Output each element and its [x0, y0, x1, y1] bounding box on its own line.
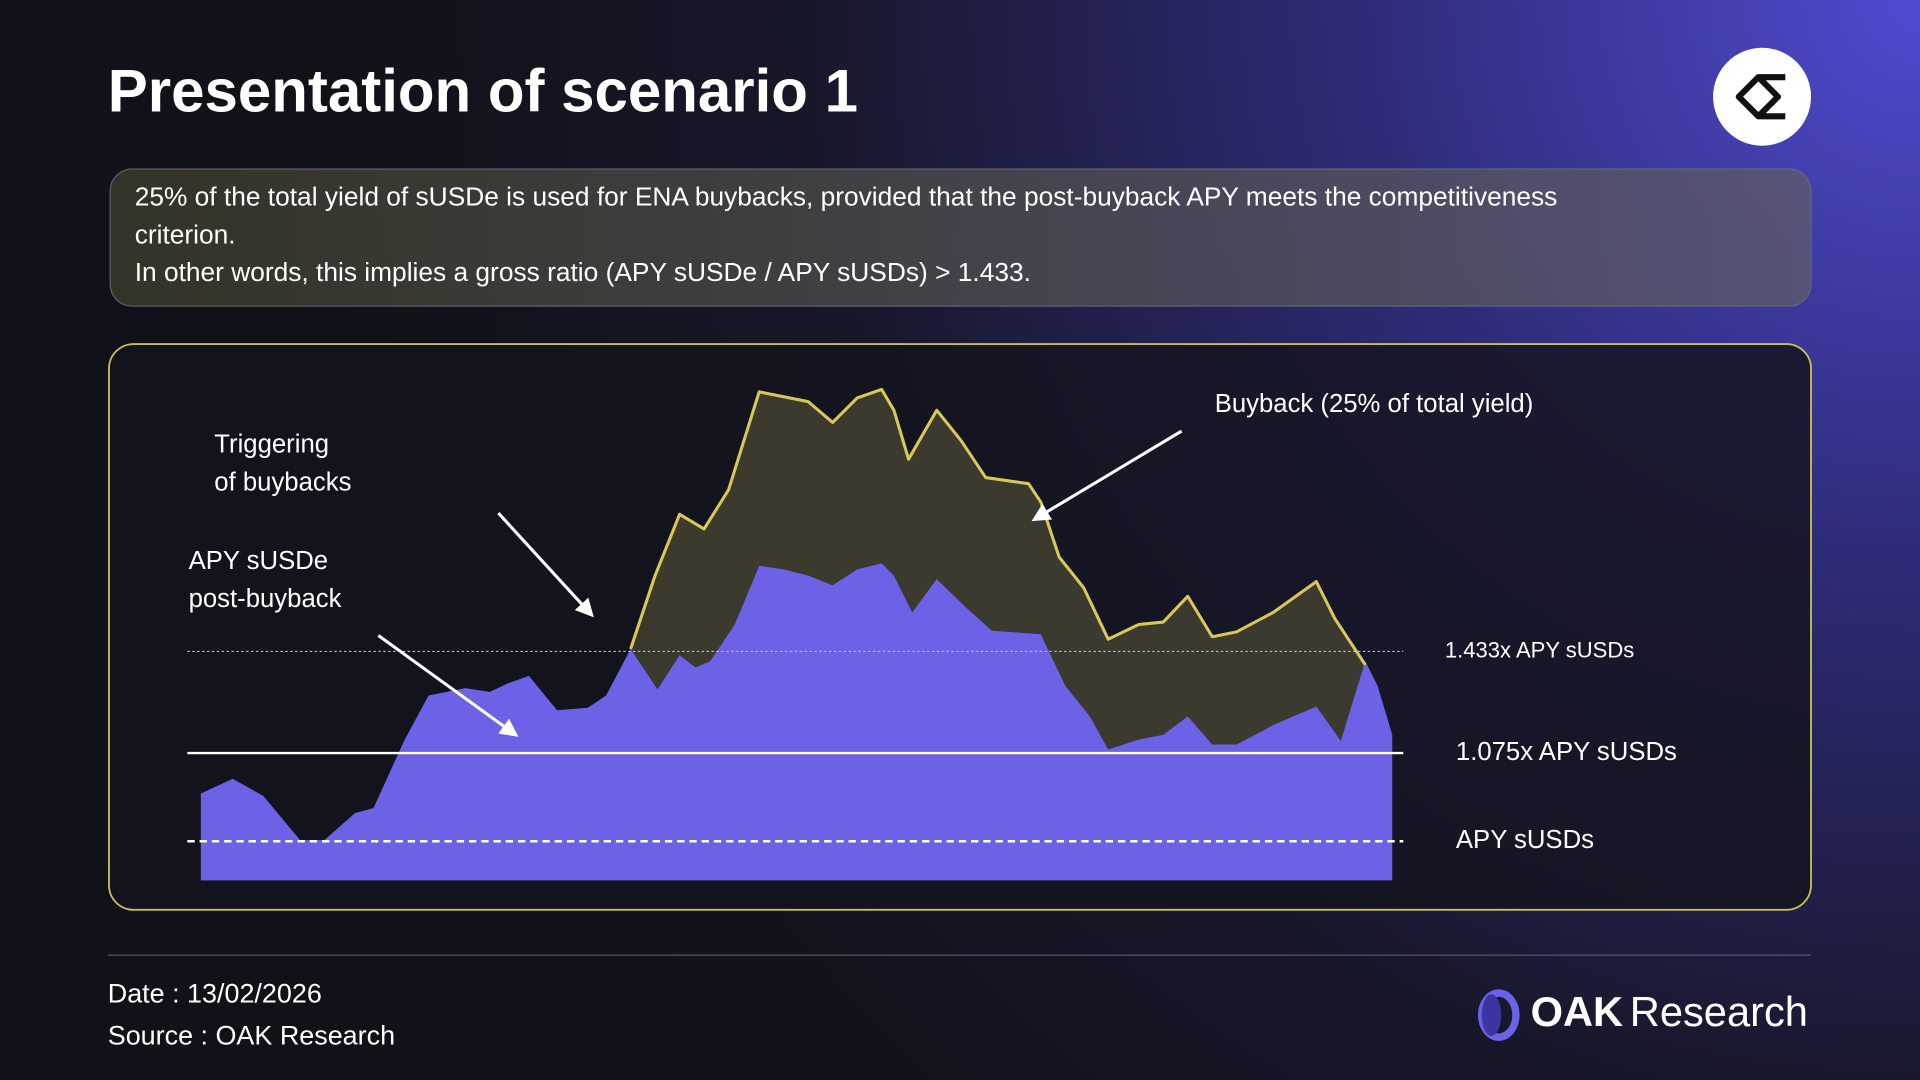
level-label: APY sUSDs	[1456, 826, 1594, 854]
buyback-line	[629, 387, 1367, 666]
annotation: of buybacks	[214, 468, 351, 496]
arrow	[497, 512, 594, 618]
title: Presentation of scenario 1	[108, 57, 858, 124]
apy-area	[200, 563, 1393, 881]
annotation: Buyback (25% of total yield)	[1215, 390, 1534, 418]
description-line: criterion.	[135, 219, 236, 249]
annotation: post-buyback	[189, 585, 342, 613]
annotation: Triggering	[214, 431, 329, 459]
level-label: 1.075x APY sUSDs	[1456, 738, 1677, 766]
footer-source: Source : OAK Research	[108, 1020, 395, 1050]
footer-date: Date : 13/02/2026	[108, 979, 322, 1009]
annotation: APY sUSDe	[189, 547, 329, 575]
brand-suffix: Research	[1630, 988, 1808, 1035]
description-box	[109, 168, 1812, 307]
arrow	[377, 634, 519, 737]
description-line: 25% of the total yield of sUSDe is used …	[135, 181, 1558, 211]
arrow	[1031, 429, 1183, 522]
brand-name: OAK	[1531, 988, 1623, 1035]
level-label: 1.433x APY sUSDs	[1445, 637, 1634, 662]
logo-badge	[1713, 47, 1812, 146]
description-line: In other words, this implies a gross rat…	[135, 257, 1031, 287]
buyback-area	[630, 389, 1366, 750]
brand-logo: OAK Research	[1477, 988, 1808, 1041]
